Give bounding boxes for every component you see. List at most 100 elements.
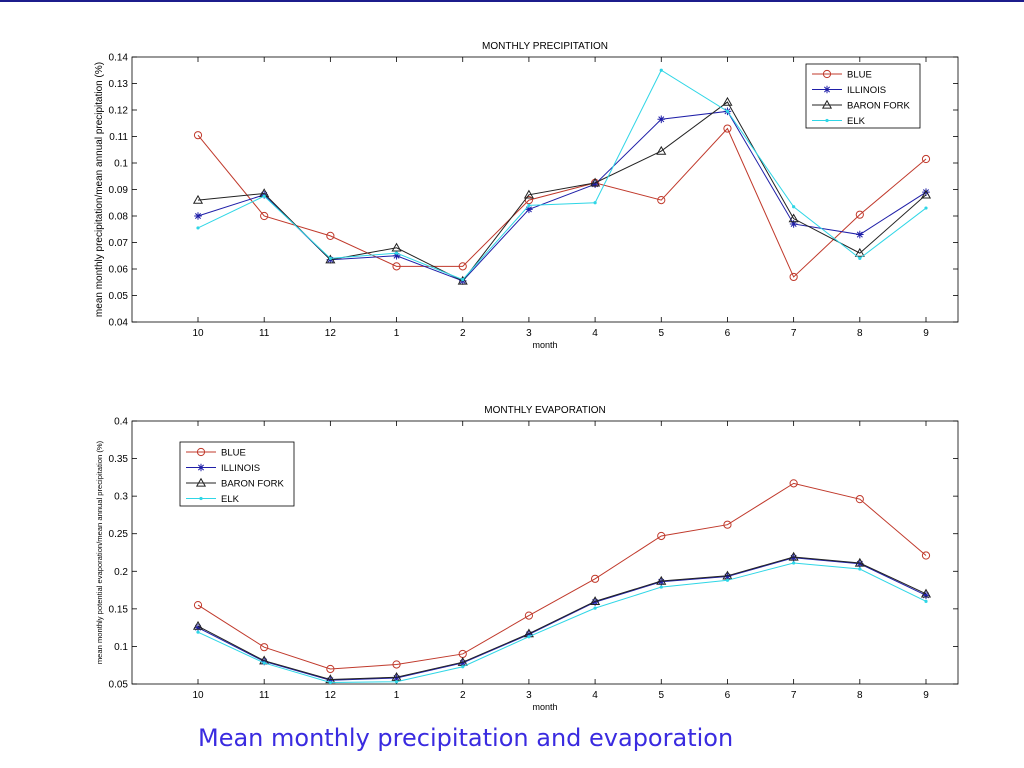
data-point xyxy=(789,220,798,228)
data-point xyxy=(260,643,269,652)
data-point xyxy=(792,205,796,209)
data-point xyxy=(855,210,864,219)
legend-marker xyxy=(822,69,832,79)
legend-marker xyxy=(196,447,206,457)
y-tick-label: 0.05 xyxy=(109,680,129,691)
y-tick-label: 0.06 xyxy=(109,265,129,276)
data-point xyxy=(921,551,931,560)
data-point xyxy=(723,124,732,133)
legend-marker xyxy=(195,477,207,487)
legend-marker xyxy=(199,496,203,501)
data-point xyxy=(458,262,467,271)
data-point xyxy=(920,189,932,199)
x-tick-label: 11 xyxy=(259,328,270,339)
legend-marker xyxy=(825,118,829,123)
data-point xyxy=(593,201,597,205)
x-tick-label: 2 xyxy=(460,328,466,339)
x-axis-label: month xyxy=(532,340,557,350)
data-point xyxy=(194,212,202,220)
data-point xyxy=(788,551,799,561)
data-point xyxy=(725,109,730,113)
data-point xyxy=(858,567,862,571)
precipitation-chart: 0.04 0.05 0.06 0.07 0.08 0.09 0.1 0.11 0.12 0.13 0… xyxy=(94,41,959,350)
chart-title: MONTHLY EVAPORATION xyxy=(484,405,606,416)
y-tick-label: 0.12 xyxy=(109,106,129,117)
data-point xyxy=(856,230,864,239)
slide-caption: Mean monthly precipitation and evaporati… xyxy=(198,724,734,752)
x-tick-label: 10 xyxy=(192,690,204,701)
x-tick-label: 7 xyxy=(791,690,797,701)
legend-label: ILLINOIS xyxy=(847,85,886,96)
data-point xyxy=(657,531,666,541)
series-elk xyxy=(196,68,928,282)
data-point xyxy=(789,479,798,488)
data-point xyxy=(192,620,204,630)
y-tick-label: 0.11 xyxy=(109,132,128,143)
data-point xyxy=(591,598,599,606)
series-illinois xyxy=(194,553,930,685)
data-point xyxy=(725,578,730,582)
x-tick-label: 12 xyxy=(325,690,337,701)
data-point xyxy=(196,226,200,230)
data-point xyxy=(193,131,203,140)
data-point xyxy=(192,194,204,204)
y-tick-label: 0.07 xyxy=(109,238,129,249)
series-line-blue xyxy=(197,482,927,670)
data-point xyxy=(723,572,732,581)
y-tick-label: 0.4 xyxy=(114,417,128,428)
data-point xyxy=(458,659,467,667)
data-point xyxy=(262,661,266,665)
data-point xyxy=(858,256,862,260)
data-point xyxy=(590,596,601,605)
x-tick-label: 12 xyxy=(325,328,337,339)
data-point xyxy=(394,680,399,684)
legend-label: ELK xyxy=(221,494,240,505)
x-tick-label: 6 xyxy=(725,328,731,339)
data-point xyxy=(527,203,531,207)
x-tick-label: 2 xyxy=(460,690,466,701)
data-point xyxy=(855,495,864,504)
data-point xyxy=(524,611,534,620)
legend-marker xyxy=(823,85,831,94)
data-point xyxy=(591,180,599,188)
data-point xyxy=(394,251,399,255)
data-point xyxy=(854,247,865,257)
legend-marker xyxy=(197,463,205,472)
data-point xyxy=(922,188,930,196)
x-tick-label: 9 xyxy=(923,328,929,339)
x-tick-label: 4 xyxy=(592,690,598,701)
evaporation-chart: 0.050.10.150.20.250.30.350.410 11 12 1 2 3 4 5 6… xyxy=(95,405,959,712)
y-tick-label: 0.04 xyxy=(109,318,129,329)
series-line-baron-fork xyxy=(197,556,927,680)
data-point xyxy=(789,272,798,282)
data-point xyxy=(854,557,865,567)
x-tick-label: 4 xyxy=(592,328,598,339)
data-point xyxy=(659,585,663,589)
data-point xyxy=(457,275,468,285)
x-tick-label: 10 xyxy=(192,328,204,339)
chart-title: MONTHLY PRECIPITATION xyxy=(482,41,608,52)
data-point xyxy=(920,588,932,598)
data-point xyxy=(461,665,465,669)
data-point xyxy=(392,251,401,260)
y-tick-label: 0.25 xyxy=(109,529,129,540)
y-tick-label: 0.08 xyxy=(109,212,129,223)
x-tick-label: 8 xyxy=(857,690,863,701)
data-point xyxy=(723,520,732,529)
legend-label: BLUE xyxy=(847,70,872,81)
y-tick-label: 0.14 xyxy=(109,53,129,64)
y-tick-label: 0.15 xyxy=(109,604,129,615)
data-point xyxy=(193,601,203,610)
x-tick-label: 5 xyxy=(658,328,664,339)
legend-label: BLUE xyxy=(221,448,246,459)
data-point xyxy=(326,664,335,674)
y-tick-label: 0.2 xyxy=(114,567,128,578)
data-point xyxy=(392,660,401,669)
y-axis-label: mean monthly precipitation/mean annual p… xyxy=(94,62,105,317)
data-point xyxy=(922,591,930,600)
y-tick-label: 0.13 xyxy=(109,79,129,90)
data-point xyxy=(260,211,269,221)
legend-box xyxy=(179,441,295,507)
x-tick-label: 3 xyxy=(526,328,532,339)
data-point xyxy=(788,213,799,223)
